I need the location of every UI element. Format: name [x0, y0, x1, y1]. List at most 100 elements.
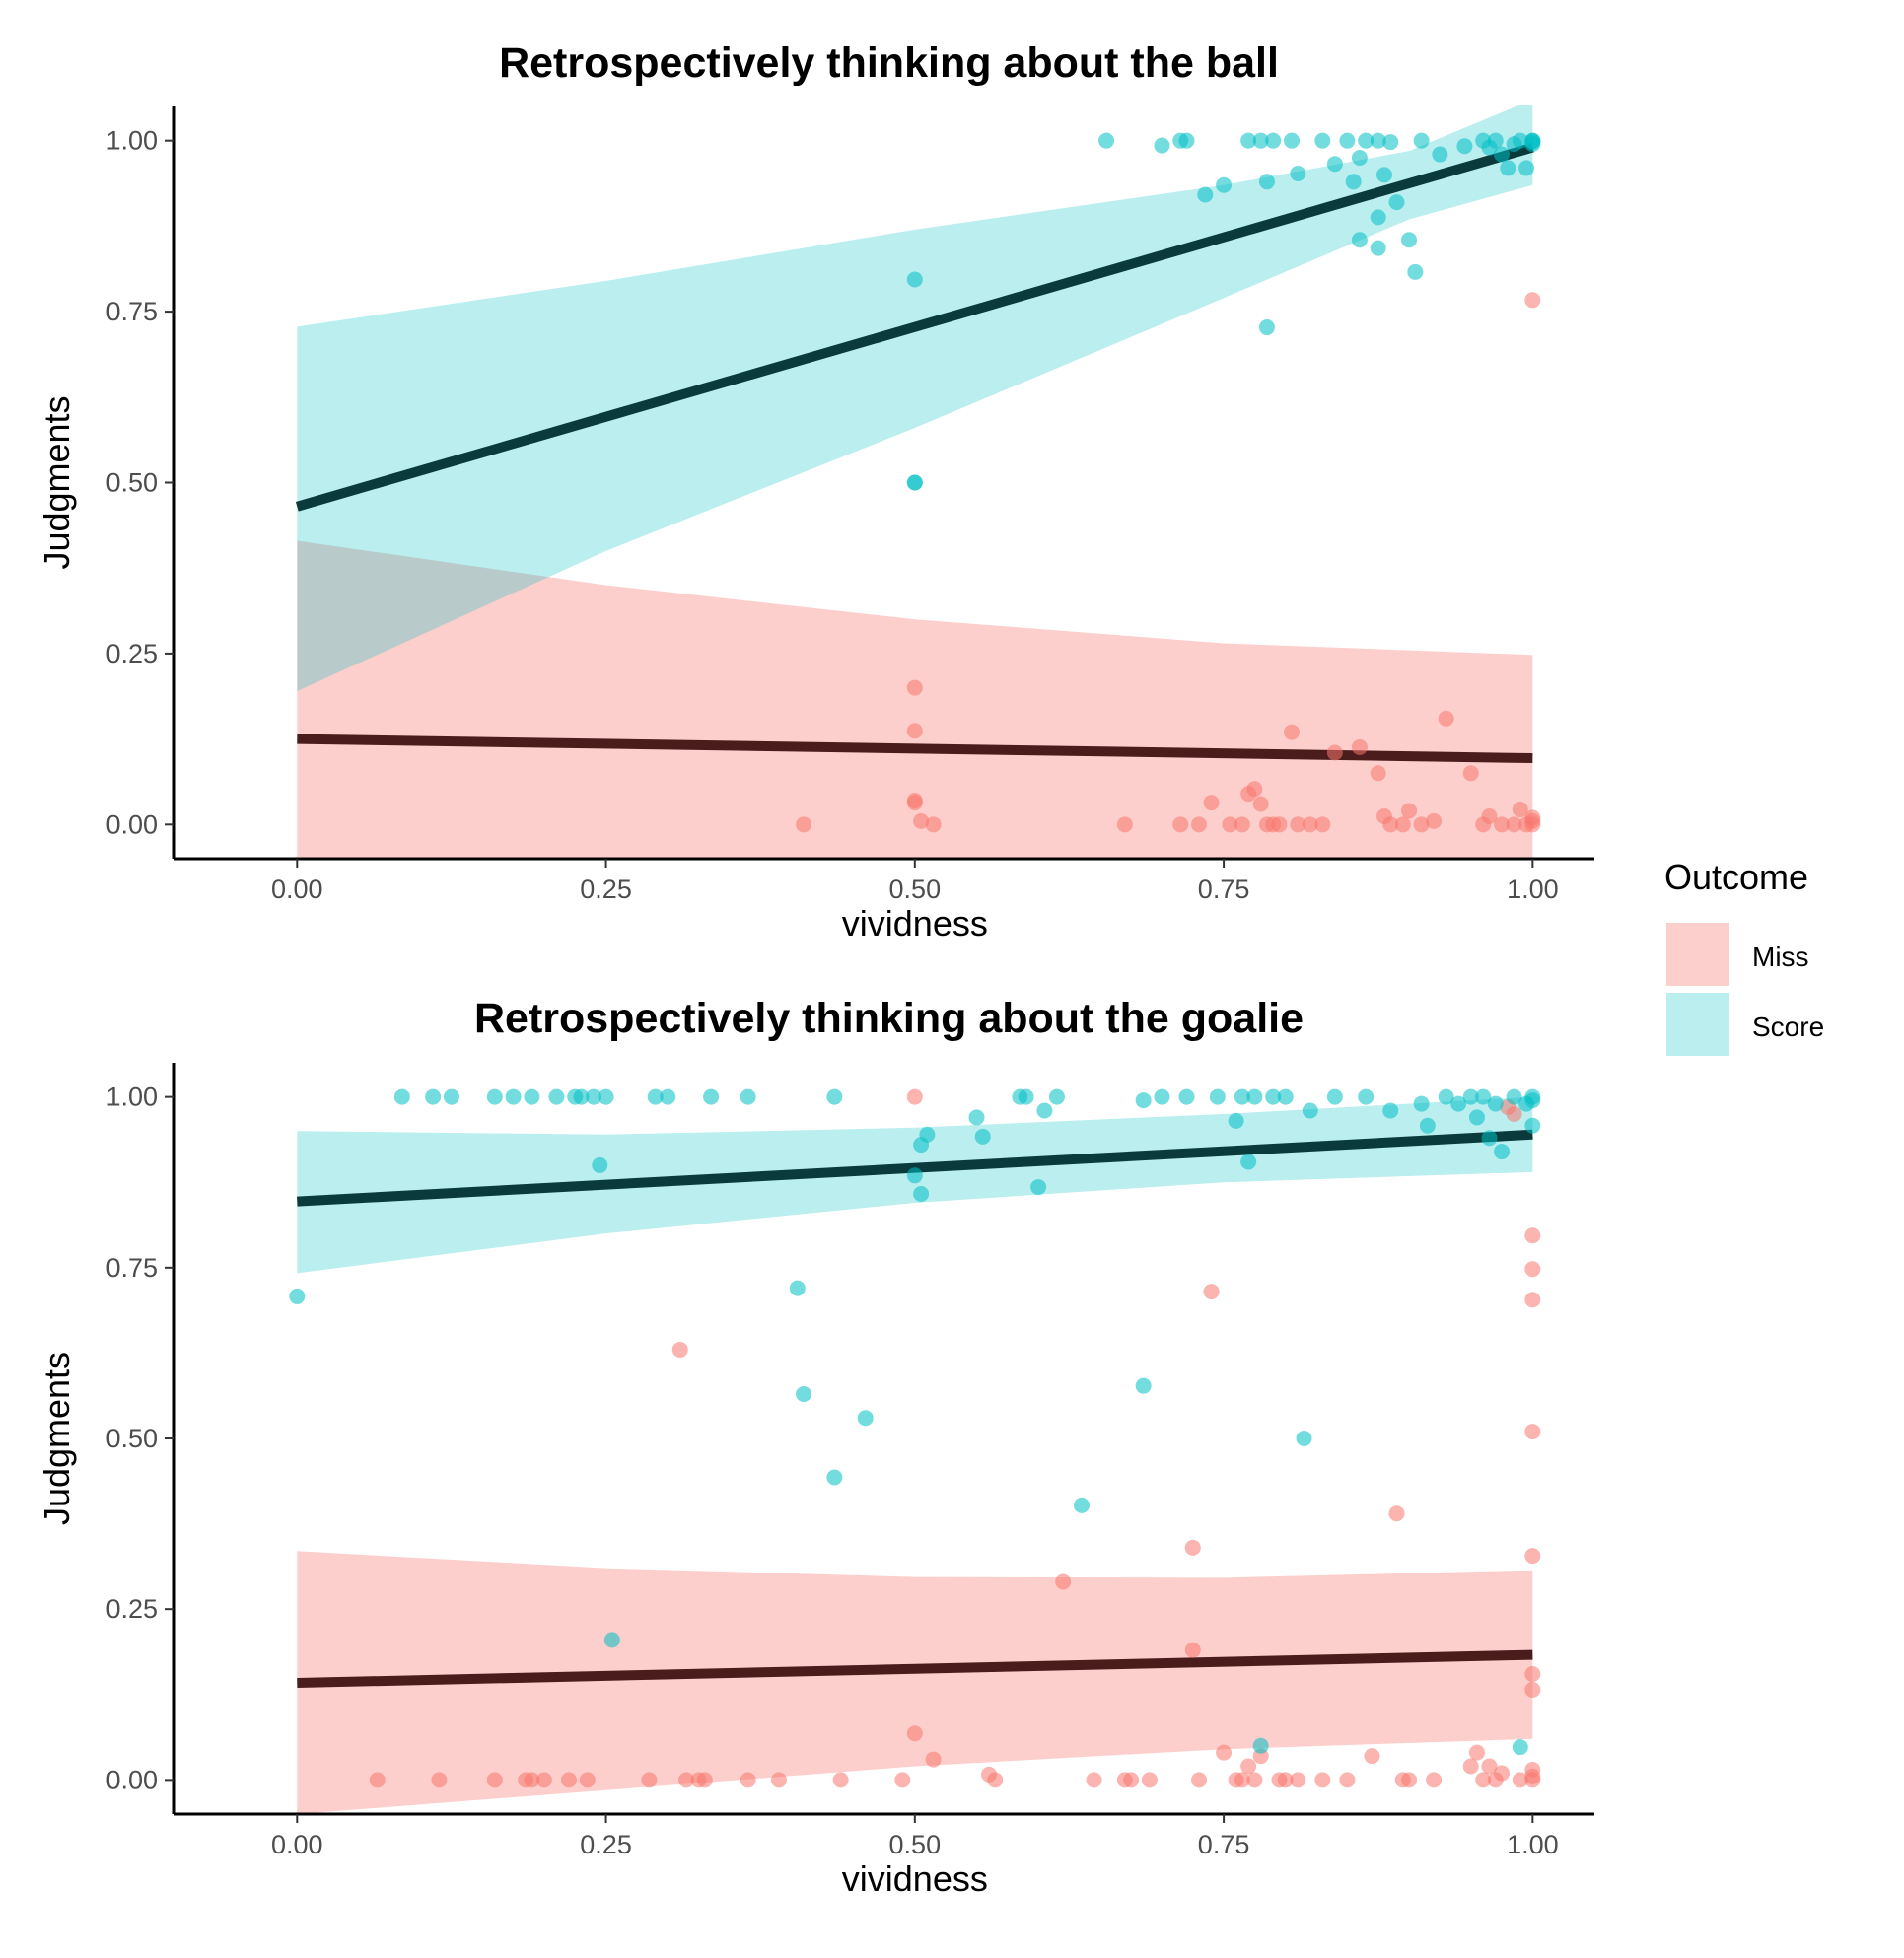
- data-point-score: [796, 1385, 812, 1402]
- data-point-score: [740, 1088, 756, 1105]
- data-point-score: [548, 1088, 565, 1105]
- data-point-score: [1135, 1377, 1152, 1394]
- data-point-score: [393, 1088, 410, 1105]
- data-point-score: [1456, 138, 1473, 155]
- data-point-miss: [1512, 802, 1528, 818]
- data-point-miss: [1494, 1765, 1511, 1782]
- legend: Outcome Miss Score: [1664, 857, 1824, 1056]
- y-tick-label: 0.75: [106, 1253, 158, 1283]
- data-point-miss: [1524, 1772, 1541, 1788]
- data-point-miss: [1203, 1284, 1220, 1300]
- data-point-score: [1326, 156, 1343, 173]
- data-point-score: [1345, 174, 1362, 190]
- data-point-miss: [1364, 1748, 1380, 1765]
- data-point-score: [1506, 1088, 1522, 1105]
- data-point-score: [1277, 1088, 1294, 1105]
- data-point-score: [592, 1156, 608, 1173]
- data-point-score: [1524, 1092, 1541, 1109]
- data-point-miss: [1277, 1772, 1294, 1788]
- y-tick-label: 0.25: [106, 639, 158, 668]
- data-point-score: [1494, 146, 1511, 163]
- data-point-miss: [1462, 765, 1479, 782]
- data-point-score: [1098, 132, 1115, 149]
- data-point-miss: [1290, 1772, 1306, 1788]
- data-point-miss: [1284, 724, 1301, 740]
- data-point-miss: [1191, 816, 1208, 833]
- data-point-score: [1413, 1095, 1430, 1112]
- data-point-score: [857, 1410, 874, 1427]
- data-point-score: [1135, 1092, 1152, 1109]
- data-point-score: [1030, 1179, 1047, 1196]
- data-point-score: [647, 1088, 664, 1105]
- data-point-miss: [987, 1772, 1004, 1788]
- data-point-score: [1407, 263, 1424, 280]
- data-point-miss: [1314, 816, 1331, 833]
- data-point-score: [1370, 240, 1386, 256]
- x-tick-label: 0.25: [580, 874, 632, 904]
- data-point-miss: [1481, 1758, 1498, 1775]
- data-point-miss: [1216, 1744, 1233, 1761]
- data-point-score: [1240, 132, 1257, 149]
- x-tick-label: 1.00: [1507, 1830, 1559, 1859]
- data-point-miss: [1524, 816, 1541, 833]
- data-point-score: [1358, 1088, 1375, 1105]
- data-point-miss: [1413, 816, 1430, 833]
- x-tick-label: 0.75: [1198, 1830, 1250, 1859]
- data-point-score: [1481, 1130, 1498, 1147]
- data-point-miss: [524, 1772, 540, 1788]
- data-point-miss: [1234, 1772, 1250, 1788]
- data-point-score: [1401, 232, 1418, 248]
- data-point-score: [1246, 1088, 1263, 1105]
- data-point-miss: [535, 1772, 552, 1788]
- data-point-score: [1475, 1088, 1492, 1105]
- data-point-miss: [1506, 816, 1522, 833]
- legend-key-miss: [1666, 923, 1729, 986]
- data-point-miss: [906, 679, 923, 696]
- data-point-score: [906, 474, 923, 491]
- data-point-miss: [1382, 816, 1399, 833]
- data-point-score: [1518, 160, 1535, 176]
- data-point-miss: [641, 1772, 658, 1788]
- data-point-score: [289, 1288, 306, 1304]
- data-point-miss: [1475, 1772, 1492, 1788]
- data-point-miss: [1184, 1539, 1201, 1556]
- y-tick-label: 0.00: [106, 809, 158, 839]
- data-point-score: [425, 1088, 442, 1105]
- x-axis-title: vividness: [842, 903, 988, 944]
- data-point-score: [1370, 209, 1386, 226]
- data-point-miss: [1055, 1573, 1072, 1590]
- data-point-score: [1178, 1088, 1195, 1105]
- data-point-miss: [696, 1772, 713, 1788]
- data-point-score: [1382, 1102, 1399, 1119]
- data-point-score: [1450, 1095, 1467, 1112]
- data-point-miss: [1494, 816, 1511, 833]
- confidence-band-score: [297, 1096, 1533, 1274]
- data-point-score: [1487, 132, 1504, 149]
- data-point-miss: [1462, 1758, 1479, 1775]
- data-point-miss: [925, 1751, 942, 1768]
- legend-key-score: [1666, 993, 1729, 1056]
- data-point-miss: [1524, 1681, 1541, 1698]
- data-point-miss: [1512, 1772, 1528, 1788]
- data-point-miss: [1524, 1227, 1541, 1244]
- data-point-score: [826, 1469, 843, 1486]
- legend-label-score: Score: [1752, 1012, 1824, 1042]
- data-point-score: [1462, 1088, 1479, 1105]
- data-point-miss: [894, 1772, 911, 1788]
- x-tick-label: 0.00: [271, 1830, 323, 1859]
- data-point-miss: [1172, 816, 1189, 833]
- data-point-miss: [1388, 1505, 1405, 1522]
- data-point-score: [1252, 132, 1269, 149]
- data-point-miss: [1234, 816, 1250, 833]
- data-point-score: [598, 1088, 614, 1105]
- panel-goalie: 0.00 0.25 0.50 0.75 1.00 0.00 0.25 0.50 0.75 1.00…: [36, 995, 1594, 1899]
- data-point-miss: [1370, 765, 1386, 782]
- data-point-miss: [796, 816, 812, 833]
- data-point-score: [1209, 1088, 1226, 1105]
- data-point-score: [913, 1186, 930, 1203]
- y-tick-label: 0.50: [106, 468, 158, 498]
- data-point-miss: [1524, 292, 1541, 309]
- data-point-miss: [671, 1341, 688, 1358]
- data-point-score: [1500, 160, 1516, 176]
- data-point-score: [826, 1088, 843, 1105]
